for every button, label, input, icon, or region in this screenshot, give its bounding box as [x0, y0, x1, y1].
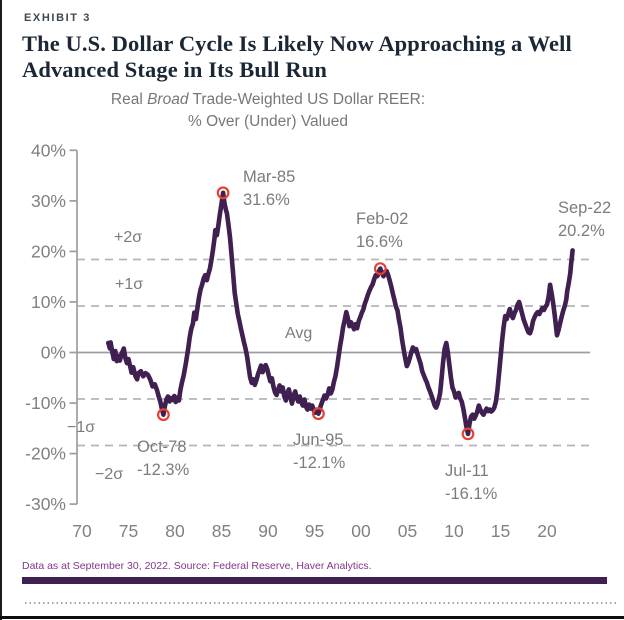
y-tick-label: 20% [31, 241, 66, 261]
peak-marker-circle-jun-95 [312, 407, 325, 421]
y-tick-label: 10% [31, 292, 66, 312]
chart-subtitle-line-2: % Over (Under) Valued [188, 113, 348, 130]
sigma-label: −2σ [95, 466, 123, 483]
marker-date-label: Oct-78 [137, 438, 187, 456]
marker-value-label: -12.3% [137, 461, 190, 479]
data-series [106, 190, 575, 437]
chart-axes [69, 149, 590, 505]
peak-marker-circle-jul-11 [461, 427, 475, 441]
sigma-label: −1σ [67, 419, 95, 436]
x-tick-label: 70 [72, 521, 92, 541]
x-tick-label: 80 [165, 521, 185, 541]
avg-label: Avg [285, 325, 312, 342]
marker-date-label: Jun-95 [293, 431, 343, 449]
peak-trough-markers [156, 186, 475, 441]
usd-reer-series-line [106, 190, 575, 437]
y-tick-label: -20% [25, 444, 66, 464]
sigma-label: +2σ [114, 229, 142, 246]
y-tick-label: -30% [25, 494, 66, 514]
marker-date-label: Feb-02 [356, 210, 408, 228]
x-tick-label: 15 [491, 521, 510, 541]
footer-rule [22, 577, 607, 584]
dotted-divider [25, 602, 617, 604]
x-tick-label: 95 [305, 521, 324, 541]
x-tick-label: 10 [444, 521, 464, 541]
x-tick-label: 90 [258, 521, 278, 541]
peak-marker-circle-feb-02 [373, 262, 387, 276]
peak-marker-circle-mar-85 [216, 186, 230, 200]
title-line-1: The U.S. Dollar Cycle Is Likely Now Appr… [22, 31, 572, 56]
marker-date-label: Jul-11 [445, 462, 489, 480]
y-tick-label: 0% [41, 343, 66, 363]
x-tick-label: 20 [537, 521, 557, 541]
peak-marker-circle-oct-78 [156, 408, 170, 422]
marker-value-label: 16.6% [356, 233, 403, 251]
usd-reer-chart: 40% 30% 20% 10% 0% -10% -20% -30% 70 75 80 85 90 95 00… [25, 140, 611, 541]
x-tick-label: 05 [398, 521, 417, 541]
sigma-dashed-lines [77, 258, 590, 447]
marker-value-label: -16.1% [445, 485, 498, 503]
chart-text-labels: 40% 30% 20% 10% 0% -10% -20% -30% 70 75 80 85 90 95 00… [25, 140, 611, 541]
title-line-2: Advanced Stage in Its Bull Run [22, 57, 327, 82]
source-note: Data as at September 30, 2022. Source: F… [22, 560, 372, 572]
page-bottom-border [0, 616, 624, 619]
chart-subtitle-italic-word: Broad [147, 91, 189, 108]
exhibit-label: EXHIBIT 3 [24, 12, 91, 24]
y-tick-label: 40% [31, 140, 66, 160]
page-left-border [0, 0, 2, 620]
y-tick-label: 30% [31, 191, 66, 211]
chart-subtitle: Real Broad Trade-Weighted US Dollar REER… [0, 89, 536, 133]
sigma-label: +1σ [115, 276, 143, 293]
x-tick-label: 75 [119, 521, 138, 541]
y-tick-label: -10% [25, 393, 66, 413]
x-tick-label: 00 [351, 521, 371, 541]
marker-date-label: Sep-22 [558, 199, 611, 217]
marker-date-label: Mar-85 [243, 168, 295, 186]
marker-value-label: -12.1% [293, 454, 346, 472]
x-tick-label: 85 [212, 521, 231, 541]
marker-value-label: 31.6% [243, 191, 290, 209]
marker-value-label: 20.2% [558, 222, 605, 240]
page-title: The U.S. Dollar Cycle Is Likely Now Appr… [22, 31, 607, 83]
chart-subtitle-line-1: Real Broad Trade-Weighted US Dollar REER… [110, 91, 426, 108]
